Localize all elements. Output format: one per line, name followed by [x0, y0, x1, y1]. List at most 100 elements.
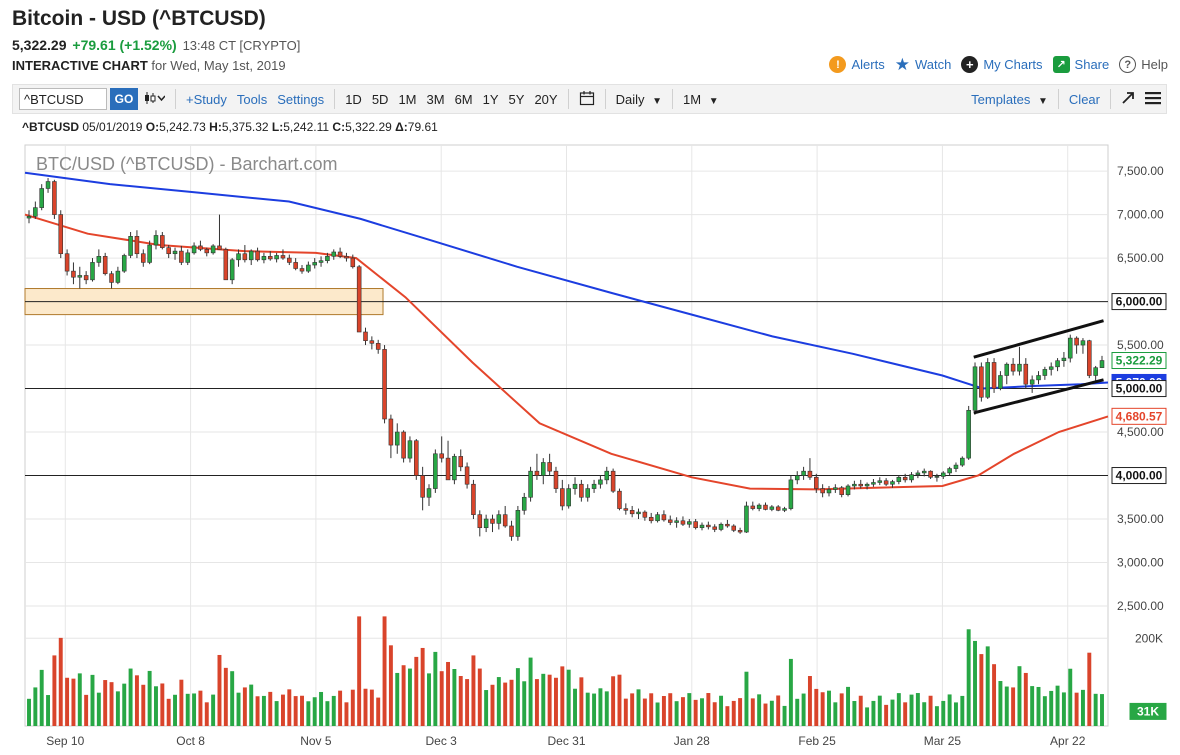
period-1m[interactable]: 1M — [398, 91, 417, 107]
mycharts-link[interactable]: + My Charts — [961, 56, 1043, 73]
volume-bar — [280, 694, 285, 726]
quote-time: 13:48 CT [CRYPTO] — [182, 38, 301, 53]
fullscreen-button[interactable] — [1116, 91, 1140, 108]
chevron-down-icon: ▼ — [1038, 95, 1048, 107]
candle-body — [128, 236, 133, 256]
candle-body — [966, 409, 971, 459]
chart-type-dropdown[interactable] — [138, 91, 170, 108]
templates-select[interactable]: Templates ▼ — [966, 92, 1053, 107]
volume-bar — [1093, 693, 1098, 726]
period-5d[interactable]: 5D — [371, 91, 389, 107]
settings-button[interactable]: Settings — [277, 91, 325, 107]
candle-body — [26, 216, 32, 219]
volume-bar — [573, 688, 577, 726]
candle-body — [515, 510, 521, 537]
candle-body — [941, 472, 946, 477]
candle-body — [801, 470, 806, 476]
tools-button[interactable]: Tools — [236, 91, 268, 107]
period-20y[interactable]: 20Y — [534, 91, 558, 107]
volume-bar — [249, 684, 254, 726]
volume-bar — [1087, 652, 1092, 726]
watch-link[interactable]: ★ Watch — [895, 55, 952, 74]
volume-bar — [617, 674, 622, 726]
period-6m[interactable]: 6M — [454, 91, 473, 107]
candle-body — [845, 485, 851, 495]
volume-bar — [477, 668, 482, 726]
candle-body — [1080, 340, 1086, 346]
share-label: Share — [1074, 57, 1110, 72]
candle-body — [566, 488, 571, 507]
candle-body — [775, 506, 781, 511]
volume-bar — [363, 688, 368, 726]
frequency-select[interactable]: Daily ▼ — [611, 92, 667, 107]
volume-bar — [966, 629, 971, 726]
volume-bar — [585, 692, 590, 726]
candle-body — [814, 476, 819, 489]
volume-bar — [871, 700, 876, 726]
candle-body — [1055, 360, 1060, 368]
go-button[interactable]: GO — [110, 88, 138, 110]
volume-bar — [611, 676, 616, 726]
volume-bar — [1030, 686, 1035, 726]
add-study-button[interactable]: +Study — [186, 91, 227, 107]
candle-body — [39, 188, 44, 208]
candle-body — [553, 470, 559, 489]
clear-button[interactable]: Clear — [1068, 91, 1100, 107]
high-value: 5,375.32 — [221, 120, 269, 134]
alert-icon: ! — [829, 56, 847, 73]
candle-body — [769, 506, 775, 510]
volume-bar — [388, 645, 393, 726]
price-label-box — [1111, 467, 1167, 485]
candle-body — [979, 366, 984, 398]
candle-body — [629, 510, 635, 515]
volume-bar — [192, 693, 197, 726]
symbol-input[interactable] — [19, 88, 107, 110]
volume-bar — [560, 666, 565, 726]
volume-bar — [776, 695, 781, 726]
volume-bar — [592, 693, 597, 726]
candle-body — [953, 464, 959, 469]
volume-bar — [700, 698, 704, 726]
candle-body — [509, 525, 514, 537]
toolbar-divider — [672, 89, 674, 109]
volume-bar — [833, 702, 838, 726]
volume-bar — [338, 690, 343, 726]
volume-bar — [534, 679, 539, 726]
help-link[interactable]: ? Help — [1119, 56, 1168, 73]
menu-button[interactable] — [1140, 91, 1166, 108]
share-link[interactable]: ↗ Share — [1052, 56, 1110, 73]
volume-bar — [858, 695, 863, 726]
volume-bar — [446, 661, 451, 726]
period-1d[interactable]: 1D — [345, 91, 362, 107]
volume-bar — [52, 655, 57, 726]
candle-body — [998, 375, 1003, 389]
help-icon: ? — [1119, 56, 1137, 73]
volume-bar — [255, 696, 260, 726]
candle-body — [337, 251, 343, 257]
candle-body — [947, 468, 952, 474]
volume-bar — [674, 701, 679, 726]
range-select[interactable]: 1M ▼ — [678, 92, 724, 107]
candle-body — [604, 470, 610, 481]
candle-body — [52, 181, 57, 215]
period-1y[interactable]: 1Y — [482, 91, 499, 107]
candle-body — [1036, 375, 1041, 381]
candle-body — [64, 253, 70, 272]
plus-circle-icon: + — [961, 56, 979, 73]
volume-bar — [769, 700, 774, 726]
calendar-button[interactable] — [574, 90, 600, 109]
period-3m[interactable]: 3M — [426, 91, 445, 107]
candle-body — [636, 511, 641, 515]
candle-body — [852, 483, 857, 487]
period-5y[interactable]: 5Y — [508, 91, 525, 107]
volume-bar — [204, 702, 209, 726]
candle-body — [744, 505, 749, 533]
calendar-icon — [579, 90, 594, 105]
chart-toolbar: GO +Study Tools Settings 1D 5D 1M 3M 6M … — [12, 84, 1167, 114]
alerts-link[interactable]: ! Alerts — [829, 56, 885, 73]
volume-bar — [134, 675, 139, 726]
volume-bar — [71, 678, 76, 726]
candle-body — [1099, 360, 1105, 368]
candle-body — [661, 514, 667, 521]
